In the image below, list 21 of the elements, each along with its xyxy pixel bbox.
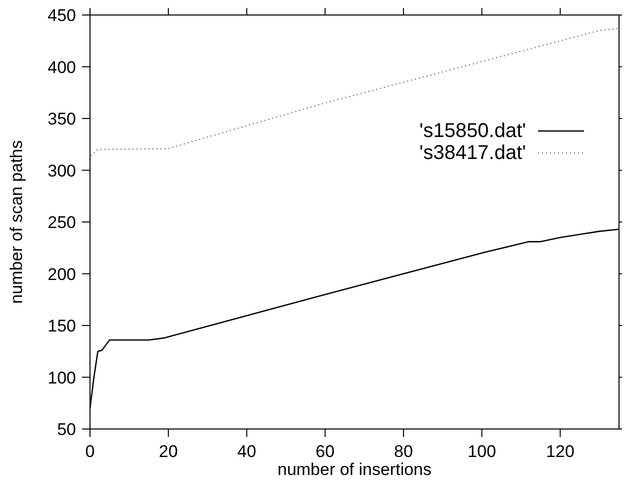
x-tick-label: 0 [85, 442, 95, 461]
y-tick-label: 350 [48, 110, 76, 128]
line-series [90, 28, 619, 161]
y-tick-label: 150 [48, 316, 76, 336]
y-tick-label: 450 [48, 6, 76, 25]
x-tick-label: 100 [468, 442, 496, 461]
x-axis-title: number of insertions [277, 460, 432, 479]
x-tick-label: 120 [546, 442, 574, 461]
y-tick-label: 250 [48, 213, 76, 232]
y-tick-label: 400 [48, 58, 76, 77]
y-tick-label: 200 [48, 264, 76, 284]
x-tick-label: 20 [158, 442, 178, 461]
y-tick-label: 50 [57, 420, 76, 439]
y-tick-label: 100 [48, 368, 76, 388]
legend-label: 's38417.dat' [419, 142, 526, 164]
x-tick-label: 80 [394, 442, 413, 461]
legend-label: 's15850.dat' [419, 120, 526, 142]
y-tick-label: 300 [48, 161, 76, 180]
y-axis-title: number of scan paths [7, 140, 26, 304]
x-tick-label: 40 [237, 442, 256, 461]
x-tick-label: 60 [316, 442, 335, 461]
